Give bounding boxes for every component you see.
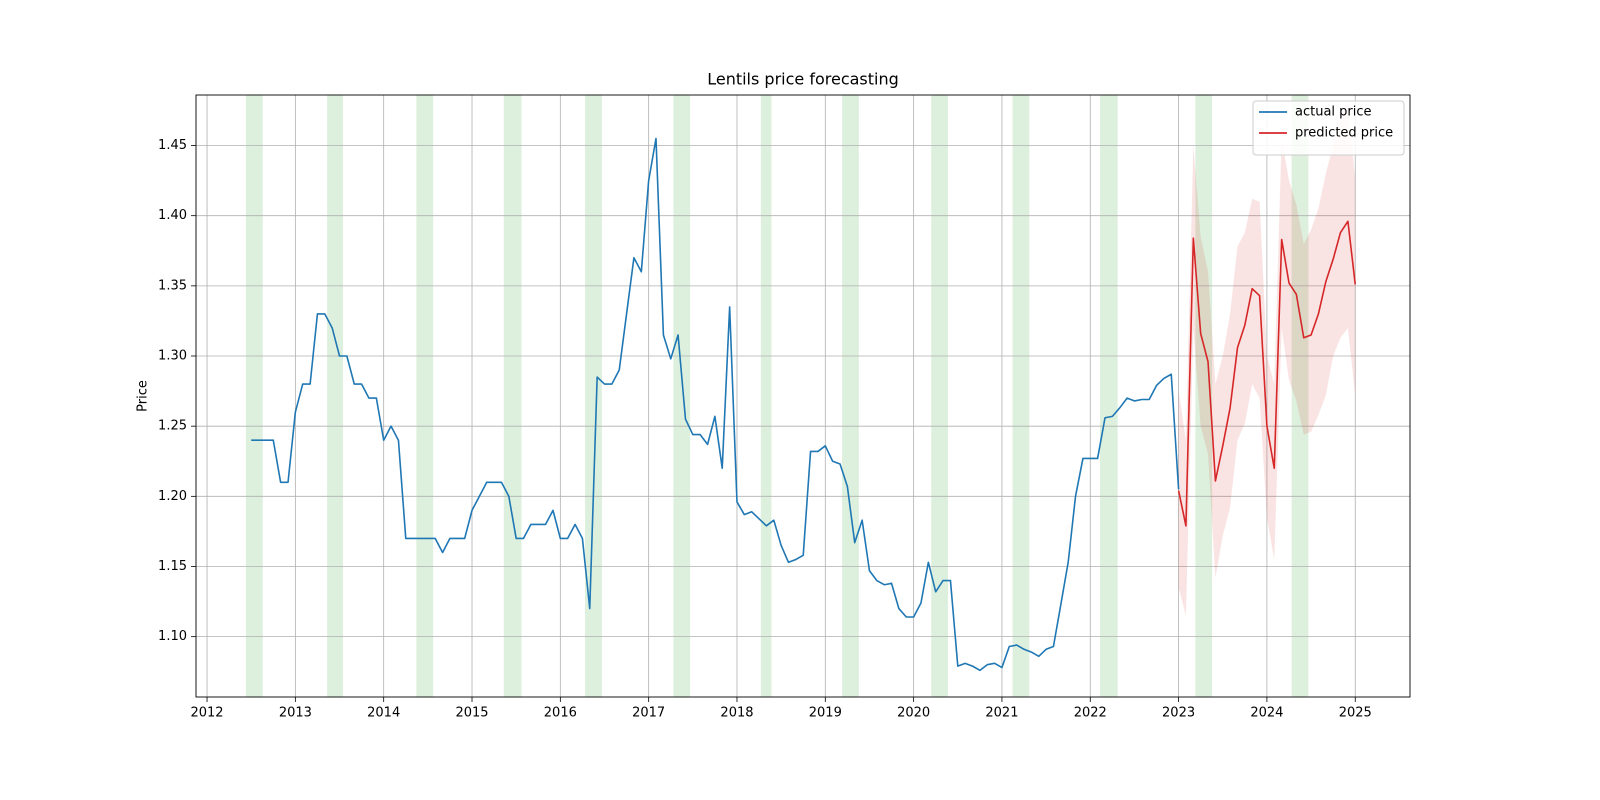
y-axis-label: Price bbox=[136, 380, 151, 412]
legend-label: actual price bbox=[1295, 105, 1372, 120]
y-tick-label: 1.45 bbox=[158, 138, 187, 153]
shaded-span bbox=[1195, 95, 1213, 697]
y-tick-label: 1.20 bbox=[158, 489, 187, 504]
chart-title: Lentils price forecasting bbox=[707, 70, 899, 89]
shaded-span bbox=[245, 95, 263, 697]
y-tick-label: 1.40 bbox=[158, 208, 187, 223]
x-tick-label: 2017 bbox=[632, 706, 665, 721]
shaded-span bbox=[760, 95, 772, 697]
shaded-span bbox=[1012, 95, 1030, 697]
x-tick-label: 2014 bbox=[367, 706, 400, 721]
y-tick-label: 1.35 bbox=[158, 278, 187, 293]
shaded-span bbox=[503, 95, 522, 697]
series-line bbox=[1177, 220, 1357, 527]
x-tick-label: 2019 bbox=[809, 706, 842, 721]
shaded-span bbox=[842, 95, 859, 697]
x-tick-label: 2016 bbox=[544, 706, 577, 721]
confidence-band bbox=[1178, 103, 1356, 616]
x-tick-label: 2021 bbox=[985, 706, 1018, 721]
x-tick-label: 2024 bbox=[1250, 706, 1283, 721]
shaded-span bbox=[1099, 95, 1118, 697]
shaded-span bbox=[673, 95, 691, 697]
y-tick-label: 1.15 bbox=[158, 559, 187, 574]
legend-box bbox=[1252, 100, 1405, 156]
axes-frame bbox=[195, 94, 1411, 698]
y-tick-label: 1.10 bbox=[158, 629, 187, 644]
x-tick-label: 2023 bbox=[1162, 706, 1195, 721]
legend-label: predicted price bbox=[1295, 126, 1393, 141]
x-tick-label: 2025 bbox=[1339, 706, 1372, 721]
x-tick-label: 2018 bbox=[720, 706, 753, 721]
x-tick-label: 2022 bbox=[1074, 706, 1107, 721]
shaded-span bbox=[585, 95, 602, 697]
legend: actual price predicted price bbox=[1252, 100, 1405, 156]
y-tick-label: 1.25 bbox=[158, 419, 187, 434]
shaded-span bbox=[416, 95, 434, 697]
x-tick-label: 2013 bbox=[279, 706, 312, 721]
x-tick-label: 2012 bbox=[190, 706, 223, 721]
series-line bbox=[251, 137, 1180, 672]
x-tick-label: 2020 bbox=[897, 706, 930, 721]
shaded-span bbox=[931, 95, 949, 697]
shaded-span bbox=[327, 95, 344, 697]
x-tick-label: 2015 bbox=[455, 706, 488, 721]
shaded-span bbox=[1291, 95, 1309, 697]
y-tick-label: 1.30 bbox=[158, 349, 187, 364]
